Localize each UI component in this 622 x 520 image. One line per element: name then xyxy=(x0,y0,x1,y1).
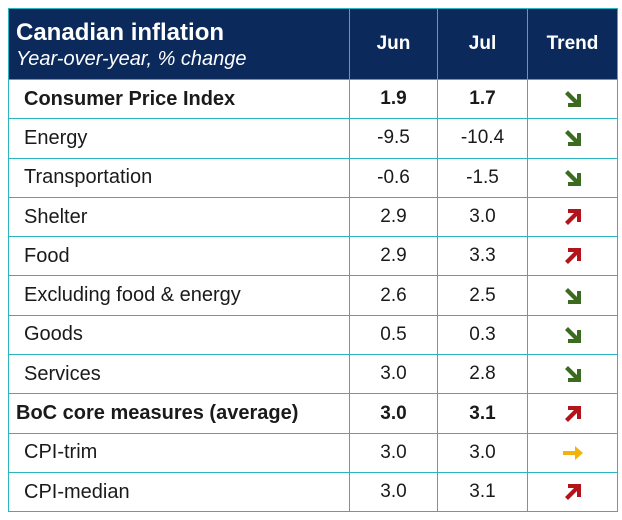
down-arrow-icon xyxy=(561,362,585,386)
table-header: Canadian inflation Year-over-year, % cha… xyxy=(8,8,618,80)
table-row: Consumer Price Index 1.9 1.7 xyxy=(8,78,618,120)
value-jun: 3.0 xyxy=(349,471,438,513)
value-jul: 0.3 xyxy=(437,314,528,356)
row-label: CPI-median xyxy=(8,471,350,513)
value-jul: 1.7 xyxy=(437,78,528,120)
down-arrow-icon xyxy=(561,126,585,150)
table-row: Food 2.9 3.3 xyxy=(8,236,618,277)
table-row: CPI-trim 3.0 3.0 xyxy=(8,432,618,473)
value-jul: 3.0 xyxy=(437,196,528,238)
trend-cell xyxy=(527,236,618,277)
table-body: Consumer Price Index 1.9 1.7 Energy -9.5 -10.… xyxy=(8,78,618,513)
value-jun: 1.9 xyxy=(349,78,438,120)
value-jul: 2.5 xyxy=(437,275,528,316)
row-label: Energy xyxy=(8,118,350,159)
up-arrow-icon xyxy=(561,480,585,504)
row-label: Services xyxy=(8,354,350,395)
value-jun: 2.9 xyxy=(349,236,438,277)
value-jun: 3.0 xyxy=(349,393,438,434)
row-label: Food xyxy=(8,236,350,277)
up-arrow-icon xyxy=(561,244,585,268)
row-label: Transportation xyxy=(8,157,350,198)
table-row: CPI-median 3.0 3.1 xyxy=(8,471,618,513)
value-jul: -1.5 xyxy=(437,157,528,198)
value-jun: 2.6 xyxy=(349,275,438,316)
column-header-jul: Jul xyxy=(437,8,528,80)
title-cell: Canadian inflation Year-over-year, % cha… xyxy=(8,8,350,80)
down-arrow-icon xyxy=(561,284,585,308)
row-label: Excluding food & energy xyxy=(8,275,350,316)
up-arrow-icon xyxy=(561,205,585,229)
right-arrow-icon xyxy=(561,441,585,465)
trend-cell xyxy=(527,393,618,434)
value-jun: 2.9 xyxy=(349,196,438,238)
down-arrow-icon xyxy=(561,87,585,111)
table-row: Excluding food & energy 2.6 2.5 xyxy=(8,275,618,316)
trend-cell xyxy=(527,471,618,513)
trend-cell xyxy=(527,354,618,395)
value-jun: -9.5 xyxy=(349,118,438,159)
trend-cell xyxy=(527,157,618,198)
column-header-jun: Jun xyxy=(349,8,438,80)
value-jun: 0.5 xyxy=(349,314,438,356)
trend-cell xyxy=(527,196,618,238)
inflation-table: Canadian inflation Year-over-year, % cha… xyxy=(8,8,618,513)
header-row: Canadian inflation Year-over-year, % cha… xyxy=(8,8,618,80)
table-row: Transportation -0.6 -1.5 xyxy=(8,157,618,198)
down-arrow-icon xyxy=(561,323,585,347)
row-label: BoC core measures (average) xyxy=(8,393,350,434)
trend-cell xyxy=(527,275,618,316)
row-label: Shelter xyxy=(8,196,350,238)
row-label: CPI-trim xyxy=(8,432,350,473)
trend-cell xyxy=(527,78,618,120)
row-label: Goods xyxy=(8,314,350,356)
table-row: BoC core measures (average) 3.0 3.1 xyxy=(8,393,618,434)
value-jun: 3.0 xyxy=(349,432,438,473)
value-jul: 3.1 xyxy=(437,393,528,434)
table-row: Energy -9.5 -10.4 xyxy=(8,118,618,159)
down-arrow-icon xyxy=(561,166,585,190)
row-label: Consumer Price Index xyxy=(8,78,350,120)
table-title: Canadian inflation xyxy=(16,19,225,46)
value-jul: 3.1 xyxy=(437,471,528,513)
value-jun: -0.6 xyxy=(349,157,438,198)
value-jul: -10.4 xyxy=(437,118,528,159)
trend-cell xyxy=(527,118,618,159)
table-row: Goods 0.5 0.3 xyxy=(8,314,618,356)
trend-cell xyxy=(527,432,618,473)
table-subtitle: Year-over-year, % change xyxy=(16,48,247,70)
value-jul: 3.0 xyxy=(437,432,528,473)
table-row: Shelter 2.9 3.0 xyxy=(8,196,618,238)
value-jul: 3.3 xyxy=(437,236,528,277)
up-arrow-icon xyxy=(561,402,585,426)
table-row: Services 3.0 2.8 xyxy=(8,354,618,395)
value-jul: 2.8 xyxy=(437,354,528,395)
trend-cell xyxy=(527,314,618,356)
value-jun: 3.0 xyxy=(349,354,438,395)
column-header-trend: Trend xyxy=(527,8,618,80)
